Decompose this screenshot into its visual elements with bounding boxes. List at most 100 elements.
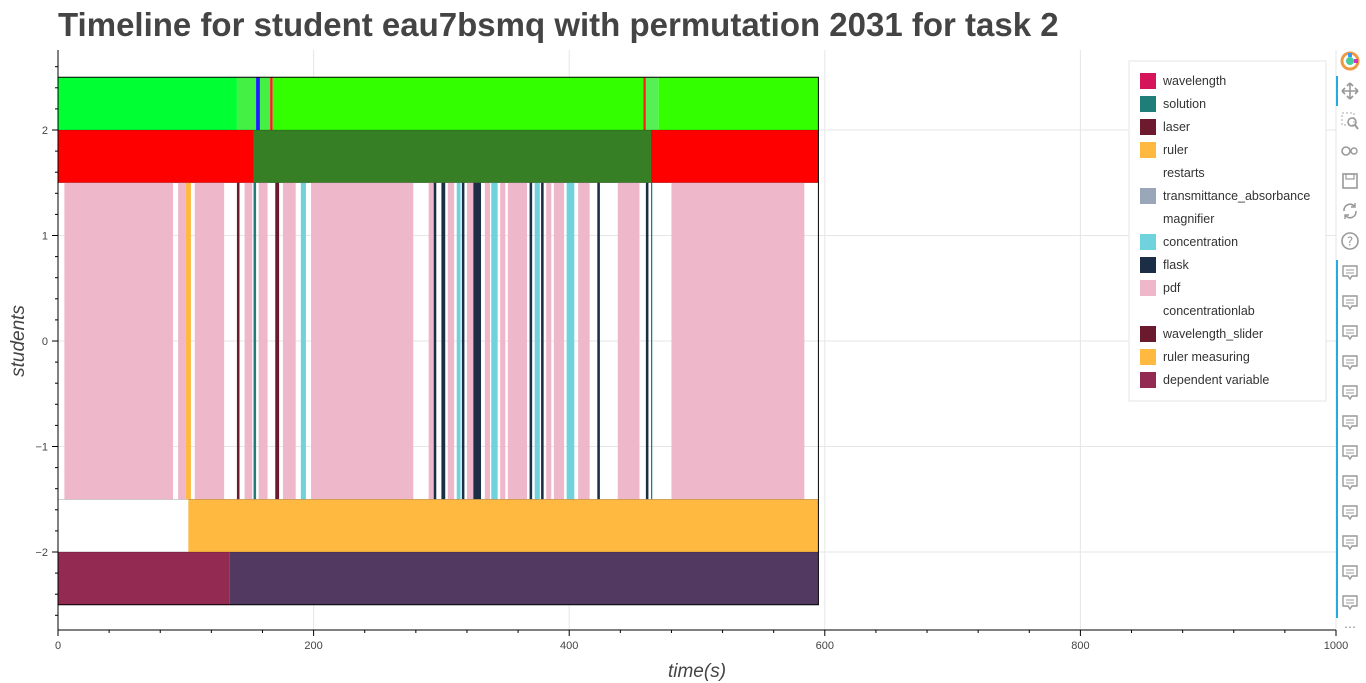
timeline-segment[interactable] (270, 77, 273, 130)
legend-swatch[interactable] (1140, 119, 1156, 135)
timeline-segment[interactable] (671, 182, 805, 500)
legend-label[interactable]: wavelength_slider (1162, 327, 1263, 341)
timeline-segment[interactable] (529, 182, 533, 500)
legend-swatch[interactable] (1140, 326, 1156, 342)
legend-label[interactable]: concentration (1163, 235, 1238, 249)
hover-icon[interactable] (1339, 442, 1361, 464)
timeline-segment[interactable] (259, 77, 271, 130)
pan-icon[interactable] (1339, 80, 1361, 102)
timeline-segment[interactable] (441, 182, 446, 500)
timeline-segment[interactable] (229, 552, 819, 605)
legend-label[interactable]: ruler measuring (1163, 350, 1250, 364)
timeline-segment[interactable] (194, 182, 225, 500)
timeline-segment[interactable] (258, 182, 268, 500)
legend-label[interactable]: magnifier (1163, 212, 1214, 226)
hover-icon[interactable] (1339, 412, 1361, 434)
hover-icon[interactable] (1339, 352, 1361, 374)
timeline-segment[interactable] (58, 77, 237, 130)
timeline-segment[interactable] (311, 182, 414, 500)
hover-icon[interactable] (1339, 502, 1361, 524)
legend-swatch[interactable] (1140, 142, 1156, 158)
legend-swatch[interactable] (1140, 211, 1156, 227)
timeline-segment[interactable] (484, 182, 490, 500)
hover-icon[interactable] (1339, 592, 1361, 614)
timeline-segment[interactable] (300, 182, 306, 500)
timeline-segment[interactable] (553, 182, 565, 500)
legend-label[interactable]: restarts (1163, 166, 1205, 180)
save-icon[interactable] (1339, 170, 1361, 192)
timeline-segment[interactable] (433, 182, 437, 500)
legend-swatch[interactable] (1140, 303, 1156, 319)
timeline-segment[interactable] (256, 77, 260, 130)
timeline-segment[interactable] (275, 182, 280, 500)
timeline-segment[interactable] (461, 182, 465, 500)
legend-swatch[interactable] (1140, 234, 1156, 250)
timeline-segment[interactable] (466, 182, 474, 500)
help-icon[interactable]: ? (1339, 230, 1361, 252)
toolbar-more-button[interactable]: ⋯ (1344, 620, 1356, 634)
hover-icon[interactable] (1339, 562, 1361, 584)
timeline-segment[interactable] (188, 499, 819, 552)
timeline-segment[interactable] (491, 182, 498, 500)
timeline-segment[interactable] (244, 182, 253, 500)
timeline-segment[interactable] (178, 182, 186, 500)
timeline-segment[interactable] (282, 182, 296, 500)
timeline-segment[interactable] (58, 130, 254, 183)
timeline-segment[interactable] (473, 182, 482, 500)
timeline-segment[interactable] (578, 182, 590, 500)
legend-label[interactable]: laser (1163, 120, 1190, 134)
legend-label[interactable]: solution (1163, 97, 1206, 111)
legend-swatch[interactable] (1140, 257, 1156, 273)
timeline-segment[interactable] (645, 182, 649, 500)
timeline-segment[interactable] (645, 77, 659, 130)
timeline-segment[interactable] (617, 182, 640, 500)
legend-label[interactable]: dependent variable (1163, 373, 1269, 387)
timeline-segment[interactable] (185, 182, 191, 500)
hover-icon[interactable] (1339, 322, 1361, 344)
legend-label[interactable]: concentrationlab (1163, 304, 1255, 318)
wheel-zoom-icon[interactable] (1339, 140, 1361, 162)
hover-icon[interactable] (1339, 472, 1361, 494)
timeline-segment[interactable] (507, 182, 528, 500)
legend-label[interactable]: wavelength (1162, 74, 1226, 88)
legend-label[interactable]: pdf (1163, 281, 1181, 295)
legend-swatch[interactable] (1140, 188, 1156, 204)
timeline-segment[interactable] (650, 182, 653, 500)
timeline-segment[interactable] (643, 77, 646, 130)
legend-label[interactable]: ruler (1163, 143, 1188, 157)
timeline-segment[interactable] (500, 182, 506, 500)
timeline-segment[interactable] (456, 182, 461, 500)
timeline-segment[interactable] (428, 182, 434, 500)
timeline-segment[interactable] (546, 182, 552, 500)
timeline-segment[interactable] (253, 182, 257, 500)
timeline-segment[interactable] (658, 77, 819, 130)
timeline-segment[interactable] (236, 182, 240, 500)
legend-swatch[interactable] (1140, 349, 1156, 365)
timeline-segment[interactable] (236, 77, 257, 130)
hover-icon[interactable] (1339, 292, 1361, 314)
timeline-segment[interactable] (272, 77, 644, 130)
timeline-segment[interactable] (650, 130, 819, 183)
timeline-segment[interactable] (58, 552, 230, 605)
legend-swatch[interactable] (1140, 96, 1156, 112)
box-zoom-icon[interactable] (1339, 110, 1361, 132)
hover-icon[interactable] (1339, 382, 1361, 404)
legend-label[interactable]: flask (1163, 258, 1189, 272)
timeline-segment[interactable] (64, 182, 174, 500)
legend-swatch[interactable] (1140, 165, 1156, 181)
hover-icon[interactable] (1339, 532, 1361, 554)
legend-swatch[interactable] (1140, 280, 1156, 296)
timeline-segment[interactable] (447, 182, 455, 500)
bokeh-logo-icon[interactable] (1339, 50, 1361, 72)
hover-icon[interactable] (1339, 262, 1361, 284)
timeline-segment[interactable] (597, 182, 600, 500)
legend-label[interactable]: transmittance_absorbance (1163, 189, 1310, 203)
timeline-segment[interactable] (534, 182, 540, 500)
timeline-segment[interactable] (253, 130, 651, 183)
legend-swatch[interactable] (1140, 73, 1156, 89)
timeline-segment[interactable] (566, 182, 575, 500)
legend-swatch[interactable] (1140, 372, 1156, 388)
reset-icon[interactable] (1339, 200, 1361, 222)
timeline-segment[interactable] (541, 182, 544, 500)
